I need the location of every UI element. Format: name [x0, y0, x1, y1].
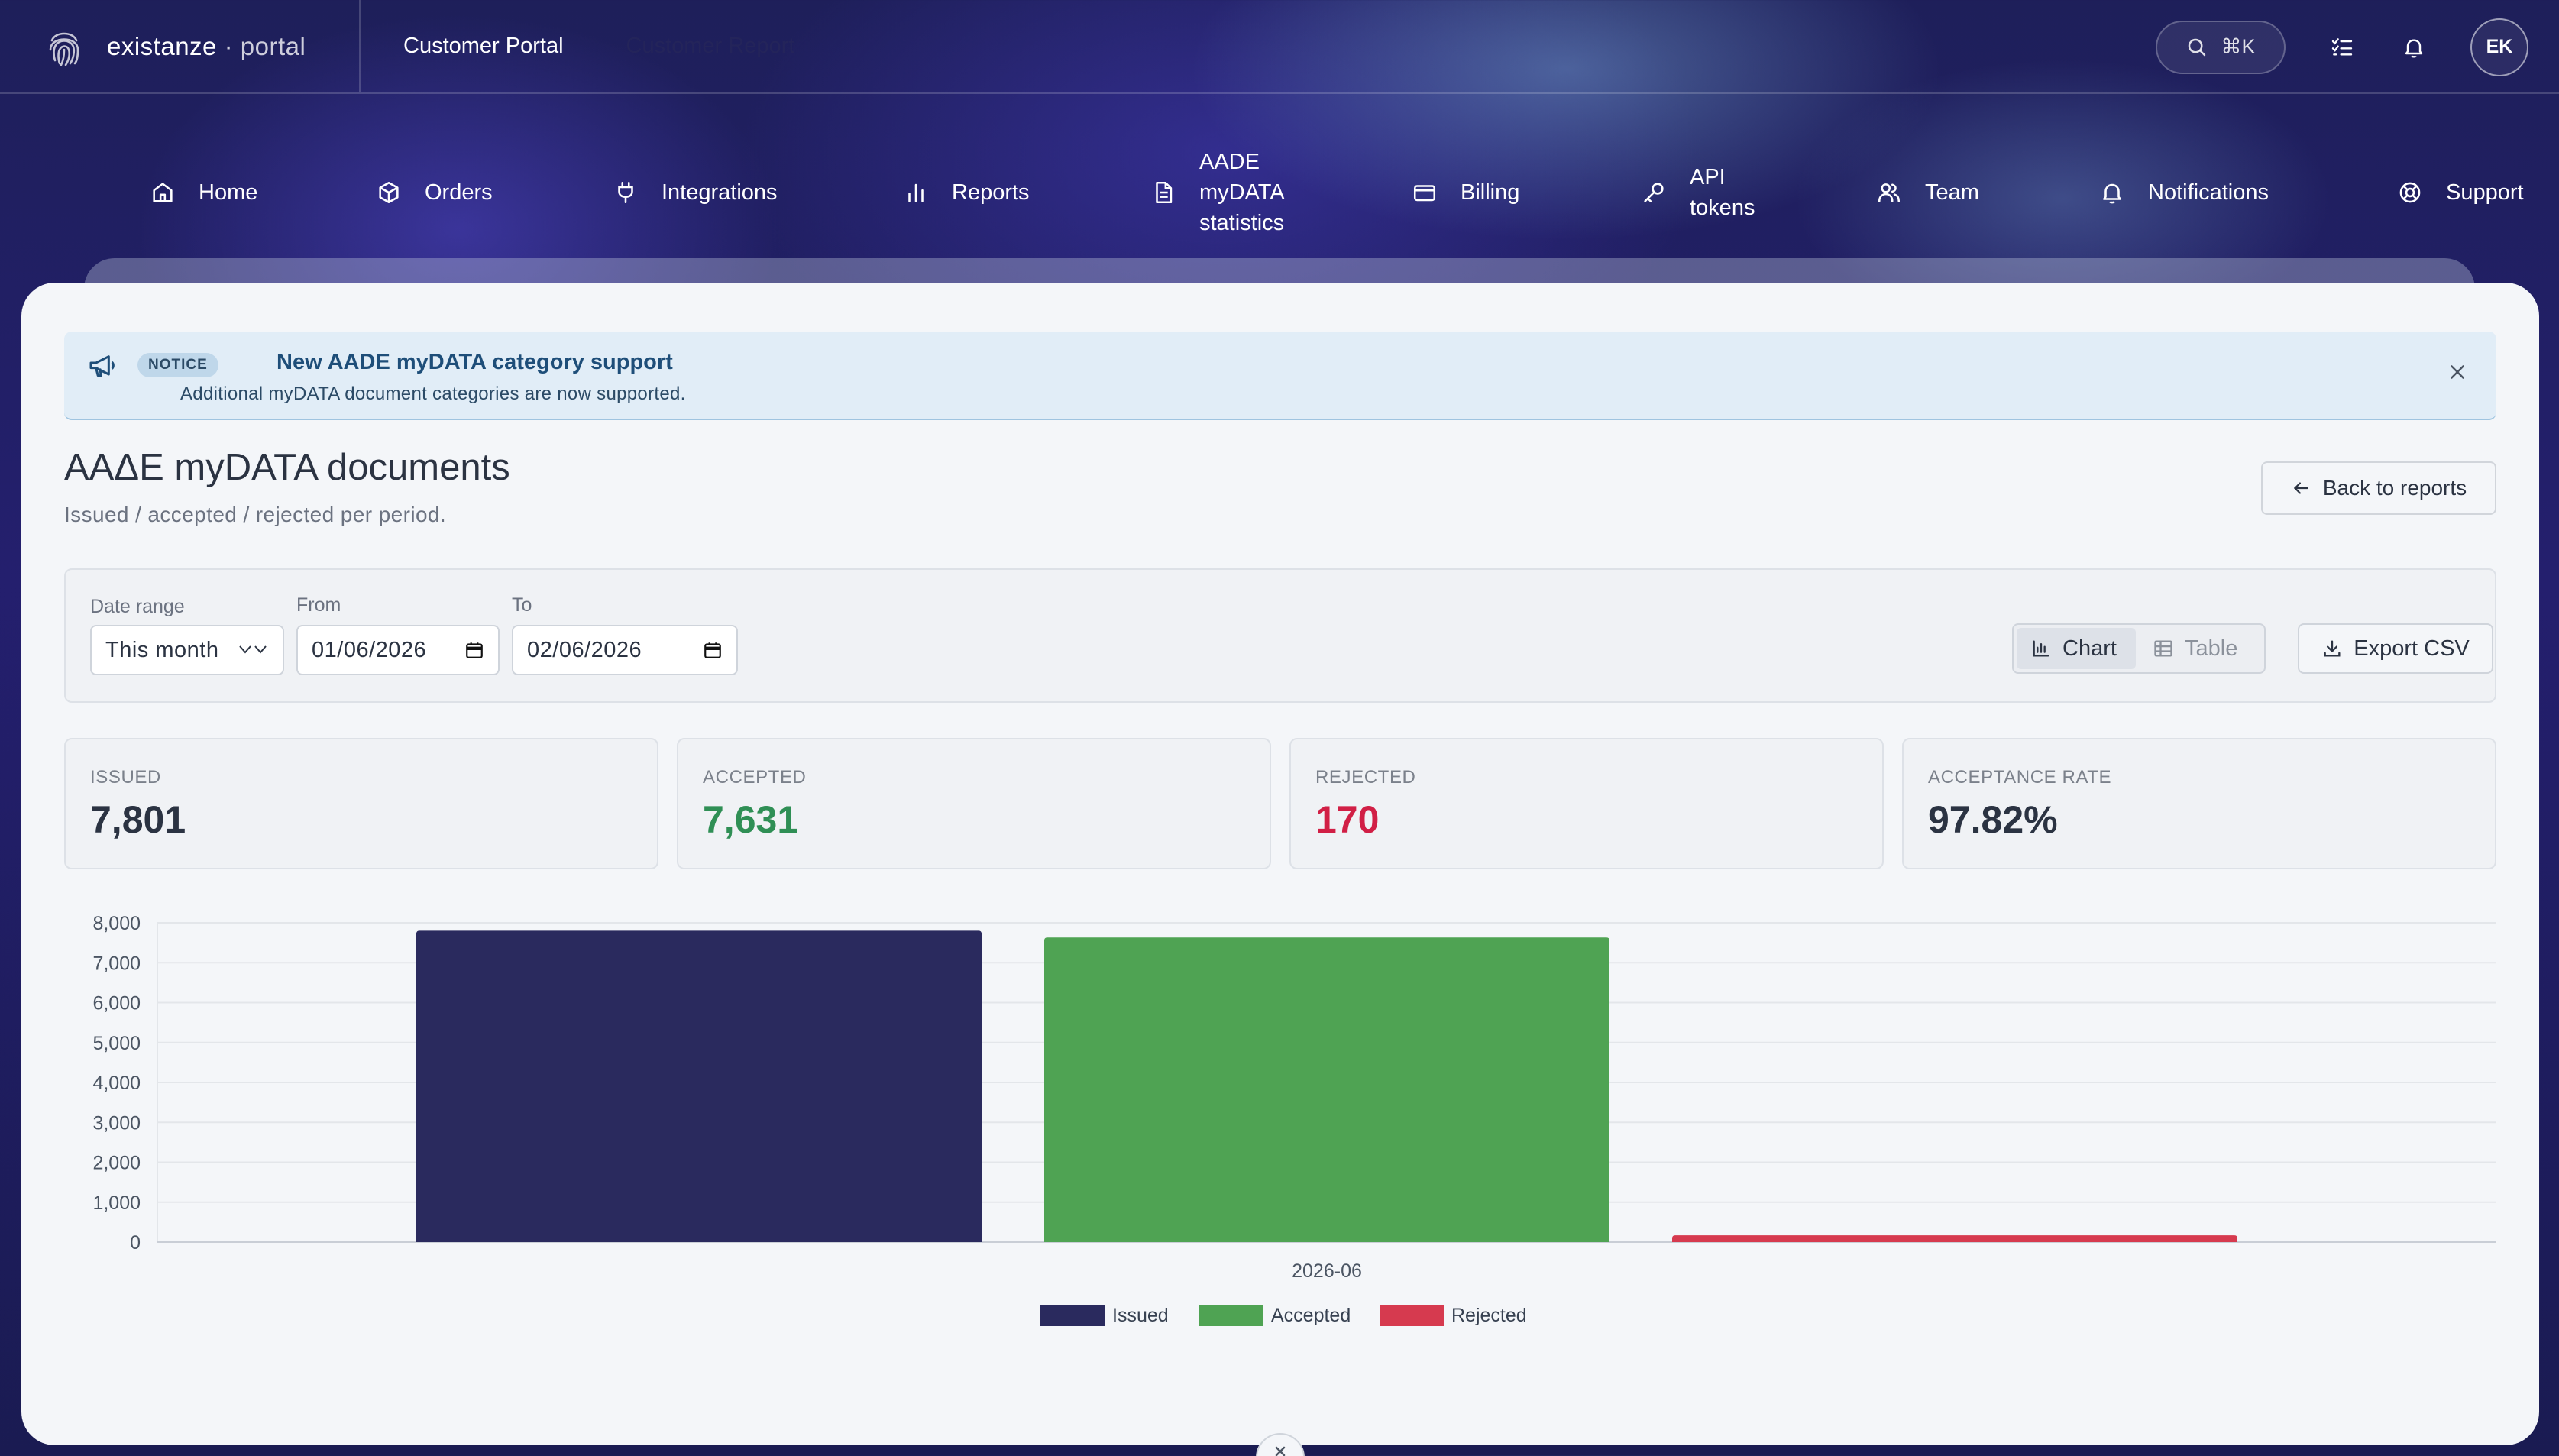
breadcrumb-customer-report: Customer Report	[626, 34, 795, 58]
page-title: ΑΑΔΕ myDATA documents	[64, 447, 510, 488]
stat-card-issued: ISSUED 7,801	[64, 738, 658, 869]
calendar-icon[interactable]	[703, 640, 723, 660]
y-tick-label: 3,000	[92, 1112, 141, 1134]
search-icon	[2185, 36, 2208, 59]
filter-bar: Date range This month From 01/06/2026 To…	[64, 568, 2496, 703]
nav-item-notifications[interactable]: Notifications	[2099, 177, 2269, 208]
legend-swatch-rejected	[1380, 1305, 1444, 1326]
notice-text: Additional myDATA document categories ar…	[180, 383, 686, 404]
notice-badge: NOTICE	[137, 353, 218, 377]
breadcrumb: Customer Portal Customer Report	[361, 0, 794, 92]
close-icon[interactable]	[2446, 361, 2469, 383]
bar-rejected	[1672, 1235, 2237, 1242]
fingerprint-logo-icon	[47, 27, 81, 66]
y-tick-label: 7,000	[92, 953, 141, 974]
breadcrumb-customer-portal[interactable]: Customer Portal	[403, 34, 564, 58]
users-icon	[1876, 180, 1902, 205]
nav-item-reports[interactable]: Reports	[903, 177, 1030, 208]
document-icon	[1150, 180, 1176, 205]
bar-chart-icon	[903, 180, 929, 205]
chevron-down-icon	[238, 642, 269, 658]
table-icon	[2153, 638, 2174, 659]
arrow-left-icon	[2291, 478, 2311, 498]
megaphone-icon	[87, 351, 118, 382]
nav-item-billing[interactable]: Billing	[1412, 177, 1519, 208]
nav-item-team[interactable]: Team	[1876, 177, 1979, 208]
main-nav: Home Orders Integrations Reports AADE my…	[0, 138, 2559, 244]
legend-swatch-issued	[1040, 1305, 1105, 1326]
y-tick-label: 8,000	[92, 913, 141, 934]
notice-banner: NOTICE New AADE myDATA category support …	[64, 332, 2496, 420]
home-icon	[150, 180, 176, 205]
y-tick-label: 4,000	[92, 1073, 141, 1094]
y-tick-label: 1,000	[92, 1192, 141, 1214]
box-icon	[376, 180, 402, 205]
stat-card-acceptance-rate: ACCEPTANCE RATE 97.82%	[1902, 738, 2496, 869]
legend-swatch-accepted	[1199, 1305, 1263, 1326]
lifebuoy-icon	[2397, 180, 2423, 205]
top-bar: existanze · portal Customer Portal Custo…	[0, 0, 2559, 94]
download-icon	[2321, 638, 2343, 659]
from-date-input[interactable]: 01/06/2026	[296, 625, 500, 675]
from-label: From	[296, 594, 341, 616]
page-subtitle: Issued / accepted / rejected per period.	[64, 503, 447, 526]
back-to-reports-button[interactable]: Back to reports	[2261, 461, 2496, 515]
nav-item-aade-mydata-statistics[interactable]: AADE myDATA statistics	[1150, 147, 1285, 238]
nav-item-api-tokens[interactable]: API tokens	[1641, 162, 1755, 223]
y-tick-label: 2,000	[92, 1153, 141, 1174]
legend-label-issued: Issued	[1112, 1305, 1169, 1326]
bell-icon	[2099, 180, 2125, 205]
view-table-button[interactable]: Table	[2139, 628, 2260, 669]
export-csv-button[interactable]: Export CSV	[2298, 623, 2493, 674]
view-chart-button[interactable]: Chart	[2017, 628, 2136, 669]
to-date-input[interactable]: 02/06/2026	[512, 625, 738, 675]
nav-item-integrations[interactable]: Integrations	[613, 177, 778, 208]
bar-chart-icon	[2030, 638, 2052, 659]
calendar-icon[interactable]	[464, 640, 484, 660]
legend-label-accepted: Accepted	[1271, 1305, 1351, 1326]
bar-issued	[416, 930, 982, 1242]
nav-item-support[interactable]: Support	[2397, 177, 2524, 208]
date-range-label: Date range	[90, 596, 185, 617]
y-tick-label: 0	[130, 1232, 141, 1254]
date-range-select[interactable]: This month	[90, 625, 284, 675]
search-shortcut: ⌘K	[2221, 35, 2256, 58]
nav-item-home[interactable]: Home	[150, 177, 257, 208]
notice-title: New AADE myDATA category support	[277, 350, 673, 374]
content-card: NOTICE New AADE myDATA category support …	[21, 283, 2539, 1445]
y-tick-label: 6,000	[92, 993, 141, 1014]
brand[interactable]: existanze · portal	[0, 0, 361, 92]
nav-item-orders[interactable]: Orders	[376, 177, 493, 208]
view-toggle: Chart Table	[2012, 623, 2266, 674]
close-icon	[1273, 1444, 1288, 1456]
avatar[interactable]: EK	[2470, 18, 2528, 76]
bar-accepted	[1044, 937, 1609, 1242]
to-label: To	[512, 594, 532, 616]
stat-card-accepted: ACCEPTED 7,631	[677, 738, 1271, 869]
bell-icon[interactable]	[2399, 32, 2429, 63]
checklist-icon[interactable]	[2327, 32, 2357, 63]
documents-bar-chart: 0 1,000 2,000 3,000 4,000 5,000 6,000 7,000 8,00…	[92, 913, 2496, 1326]
plug-icon	[613, 180, 639, 205]
brand-name: existanze · portal	[107, 31, 306, 60]
search-button[interactable]: ⌘K	[2156, 20, 2286, 74]
y-tick-label: 5,000	[92, 1033, 141, 1054]
legend-label-rejected: Rejected	[1451, 1305, 1527, 1326]
stat-card-rejected: REJECTED 170	[1289, 738, 1884, 869]
credit-card-icon	[1412, 180, 1438, 205]
x-tick-label: 2026-06	[1292, 1260, 1362, 1282]
key-icon	[1641, 180, 1667, 205]
